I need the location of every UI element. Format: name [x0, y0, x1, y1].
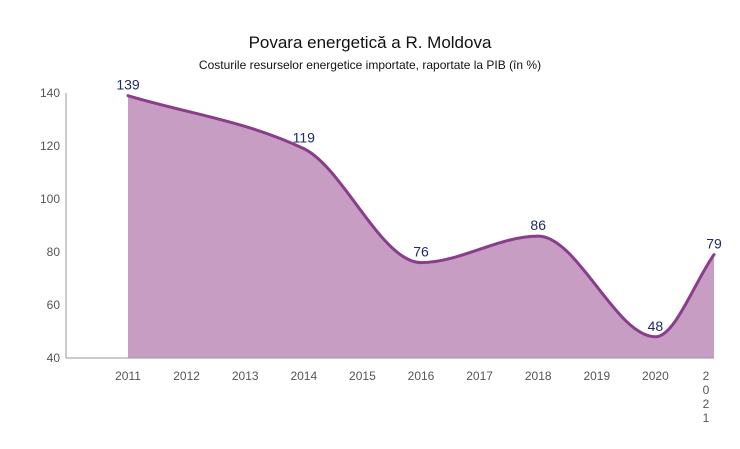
- area-fill: [128, 95, 714, 359]
- y-tick-label: 140: [40, 86, 60, 100]
- x-tick-label: 2015: [349, 369, 376, 383]
- y-tick-label: 80: [47, 245, 61, 259]
- data-label: 119: [293, 130, 316, 146]
- x-tick-label: 2016: [408, 369, 435, 383]
- x-tick-label: 2014: [290, 369, 317, 383]
- x-tick-label: 2011: [115, 369, 141, 383]
- x-tick-label: 2017: [466, 369, 493, 383]
- y-tick-label: 60: [47, 298, 61, 312]
- x-tick-label: 2019: [583, 369, 610, 383]
- data-label: 79: [706, 236, 722, 252]
- y-tick-label: 40: [47, 351, 61, 365]
- data-label: 76: [413, 244, 429, 260]
- series-line: [126, 94, 716, 339]
- chart-title: Povara energetică a R. Moldova: [248, 33, 492, 52]
- x-tick-label: 2012: [173, 369, 200, 383]
- data-label: 48: [648, 318, 664, 334]
- x-tick-label: 2020: [642, 369, 669, 383]
- y-tick-label: 120: [40, 139, 60, 153]
- x-tick-label: 2013: [232, 369, 259, 383]
- chart-subtitle: Costurile resurselor energetice importat…: [198, 58, 542, 72]
- data-label: 86: [530, 217, 546, 233]
- data-label: 139: [116, 77, 140, 93]
- y-tick-label: 100: [40, 192, 60, 206]
- x-tick-label: 2018: [525, 369, 552, 383]
